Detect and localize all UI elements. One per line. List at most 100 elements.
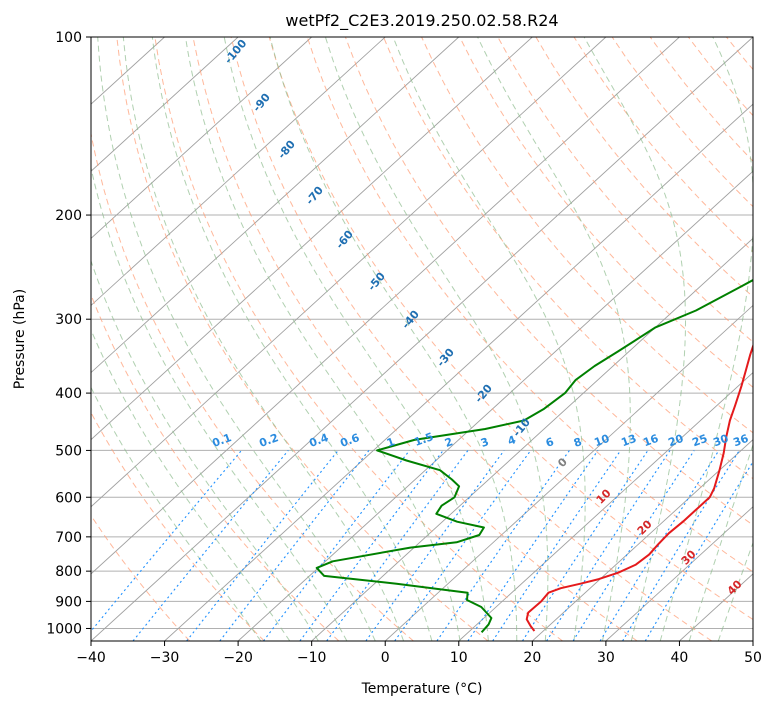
moist-adiabat-line bbox=[91, 259, 319, 641]
sounding-profiles bbox=[315, 278, 753, 633]
series-line-1 bbox=[525, 343, 753, 632]
isotherm-line bbox=[237, 170, 753, 641]
mixing-ratio-line bbox=[219, 450, 370, 641]
isotherm-line bbox=[91, 37, 312, 239]
moist-adiabat-line bbox=[151, 37, 433, 641]
dry-adiabat-line bbox=[230, 37, 713, 641]
dry-adiabat-line bbox=[268, 37, 753, 621]
x-axis-title: Temperature (°C) bbox=[361, 681, 483, 697]
mixing-ratio-label: 30 bbox=[711, 432, 730, 450]
dry-adiabat-line bbox=[91, 514, 191, 641]
dry-adiabat-line bbox=[91, 131, 414, 641]
moist-adiabat-line bbox=[91, 165, 348, 641]
isotherm-line bbox=[458, 371, 753, 641]
y-tick-label: 800 bbox=[55, 564, 82, 580]
y-tick-label: 300 bbox=[55, 312, 82, 328]
moist-adiabat-line bbox=[185, 37, 461, 641]
mixing-ratio-line bbox=[91, 450, 242, 632]
dry-adiabat-line bbox=[344, 37, 753, 526]
y-tick-label: 100 bbox=[55, 30, 82, 46]
moist-adiabat-line bbox=[122, 37, 405, 641]
isotherm-line bbox=[91, 37, 680, 575]
moist-adiabat-line bbox=[392, 37, 586, 641]
mixing-ratio-label: 13 bbox=[619, 432, 638, 449]
mixing-ratio-line bbox=[394, 450, 532, 641]
mixing-ratio-label: 8 bbox=[572, 435, 584, 450]
x-tick-label: 0 bbox=[381, 650, 390, 666]
isotherm-line bbox=[91, 37, 533, 441]
y-tick-label: 400 bbox=[55, 386, 82, 402]
mixing-ratio-label: 3 bbox=[479, 435, 491, 450]
isotherm-line bbox=[91, 37, 460, 374]
dry-adiabat-line bbox=[154, 37, 563, 641]
mixing-ratio-line bbox=[522, 450, 649, 641]
dry-adiabat-line bbox=[116, 37, 489, 641]
moist-adiabat-line bbox=[97, 37, 376, 641]
moist-adiabat-line bbox=[91, 328, 291, 641]
mixing-ratio-line bbox=[326, 450, 469, 641]
x-tick-label: −40 bbox=[76, 650, 106, 666]
mixing-ratio-line bbox=[572, 450, 695, 641]
isotherm-line bbox=[91, 37, 753, 641]
y-tick-label: 900 bbox=[55, 594, 82, 610]
mixing-ratio-label: 0.6 bbox=[338, 431, 361, 450]
mixing-ratio-label: 36 bbox=[731, 432, 750, 450]
moist-adiabat-line bbox=[91, 386, 262, 641]
isotherm-line bbox=[384, 304, 753, 641]
y-axis-title: Pressure (hPa) bbox=[12, 289, 28, 389]
isotherm-line bbox=[605, 506, 753, 641]
mixing-ratio-label: 0.2 bbox=[257, 431, 280, 450]
moist-adiabat-line bbox=[659, 37, 753, 641]
line-labels: -100-90-80-70-60-50-40-30-20-100.1 0.2 0.4… bbox=[210, 37, 750, 598]
moist-adiabat-line bbox=[223, 37, 489, 641]
x-tick-label: −20 bbox=[223, 650, 253, 666]
x-tick-label: 20 bbox=[523, 650, 541, 666]
mixing-ratio-line bbox=[599, 450, 720, 641]
series-line-2 bbox=[315, 278, 753, 633]
y-tick-label: 500 bbox=[55, 443, 82, 459]
mixing-ratio-line bbox=[622, 450, 740, 641]
isotherm-line bbox=[91, 37, 386, 307]
x-tick-label: 40 bbox=[671, 650, 689, 666]
moist-adiabat-line bbox=[688, 443, 753, 641]
mixing-ratio-label: 20 bbox=[666, 432, 685, 450]
y-tick-label: 600 bbox=[55, 490, 82, 506]
x-tick-label: 30 bbox=[597, 650, 615, 666]
dry-adiabat-line bbox=[91, 411, 265, 641]
mixing-ratio-label: 1.5 bbox=[412, 430, 435, 449]
isotherm-line bbox=[91, 37, 239, 172]
moist-adiabat-line bbox=[269, 37, 518, 641]
plot-frame bbox=[90, 36, 754, 642]
x-tick-label: 10 bbox=[450, 650, 468, 666]
mixing-ratio-label: 2 bbox=[443, 435, 455, 450]
mixing-ratio-line bbox=[132, 450, 289, 641]
mixing-ratio-label: 16 bbox=[641, 432, 660, 450]
y-tick-label: 1000 bbox=[46, 621, 82, 637]
mixing-ratio-label: 0.4 bbox=[307, 431, 330, 450]
mixing-ratio-label: 10 bbox=[592, 432, 611, 450]
dry-adiabat-line bbox=[306, 37, 753, 573]
mixing-ratio-line bbox=[644, 460, 753, 641]
isotherm-line bbox=[91, 37, 607, 508]
mixing-ratio-line bbox=[546, 450, 671, 641]
mixing-ratio-label: 6 bbox=[544, 435, 556, 450]
x-tick-label: −10 bbox=[297, 650, 327, 666]
isotherm-line bbox=[311, 237, 753, 641]
x-tick-label: 50 bbox=[744, 650, 762, 666]
x-tick-label: −30 bbox=[150, 650, 180, 666]
chart-title: wetPf2_C2E3.2019.250.02.58.R24 bbox=[285, 11, 558, 31]
y-tick-label: 700 bbox=[55, 530, 82, 546]
mixing-ratio-line bbox=[365, 450, 505, 641]
dry-adiabat-line bbox=[91, 293, 340, 641]
moist-adiabat-line bbox=[583, 37, 686, 641]
axes: −40 −30 −20 −10 0 10 20 30 40 5010020030040050060… bbox=[46, 30, 762, 666]
background-lines bbox=[91, 37, 753, 641]
mixing-ratio-label: 0.1 bbox=[210, 431, 233, 450]
mixing-ratio-label: 25 bbox=[690, 432, 709, 449]
y-tick-label: 200 bbox=[55, 208, 82, 224]
isotherm-line bbox=[532, 439, 753, 641]
moist-adiabat-line bbox=[477, 37, 631, 641]
mixing-ratio-label: 1 bbox=[385, 435, 397, 450]
moist-adiabat-line bbox=[324, 37, 549, 641]
